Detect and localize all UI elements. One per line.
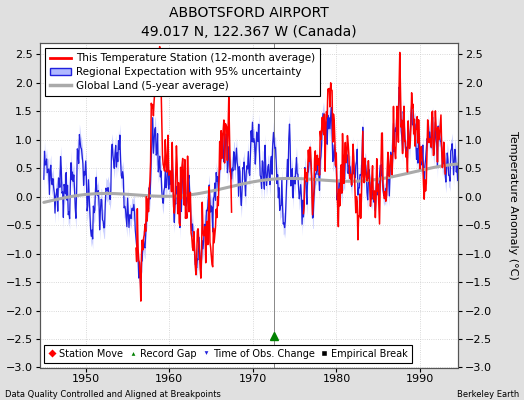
Text: Berkeley Earth: Berkeley Earth [456,390,519,399]
Legend: Station Move, Record Gap, Time of Obs. Change, Empirical Break: Station Move, Record Gap, Time of Obs. C… [45,345,412,363]
Text: Data Quality Controlled and Aligned at Breakpoints: Data Quality Controlled and Aligned at B… [5,390,221,399]
Y-axis label: Temperature Anomaly (°C): Temperature Anomaly (°C) [508,131,518,280]
Title: ABBOTSFORD AIRPORT
49.017 N, 122.367 W (Canada): ABBOTSFORD AIRPORT 49.017 N, 122.367 W (… [141,6,356,39]
